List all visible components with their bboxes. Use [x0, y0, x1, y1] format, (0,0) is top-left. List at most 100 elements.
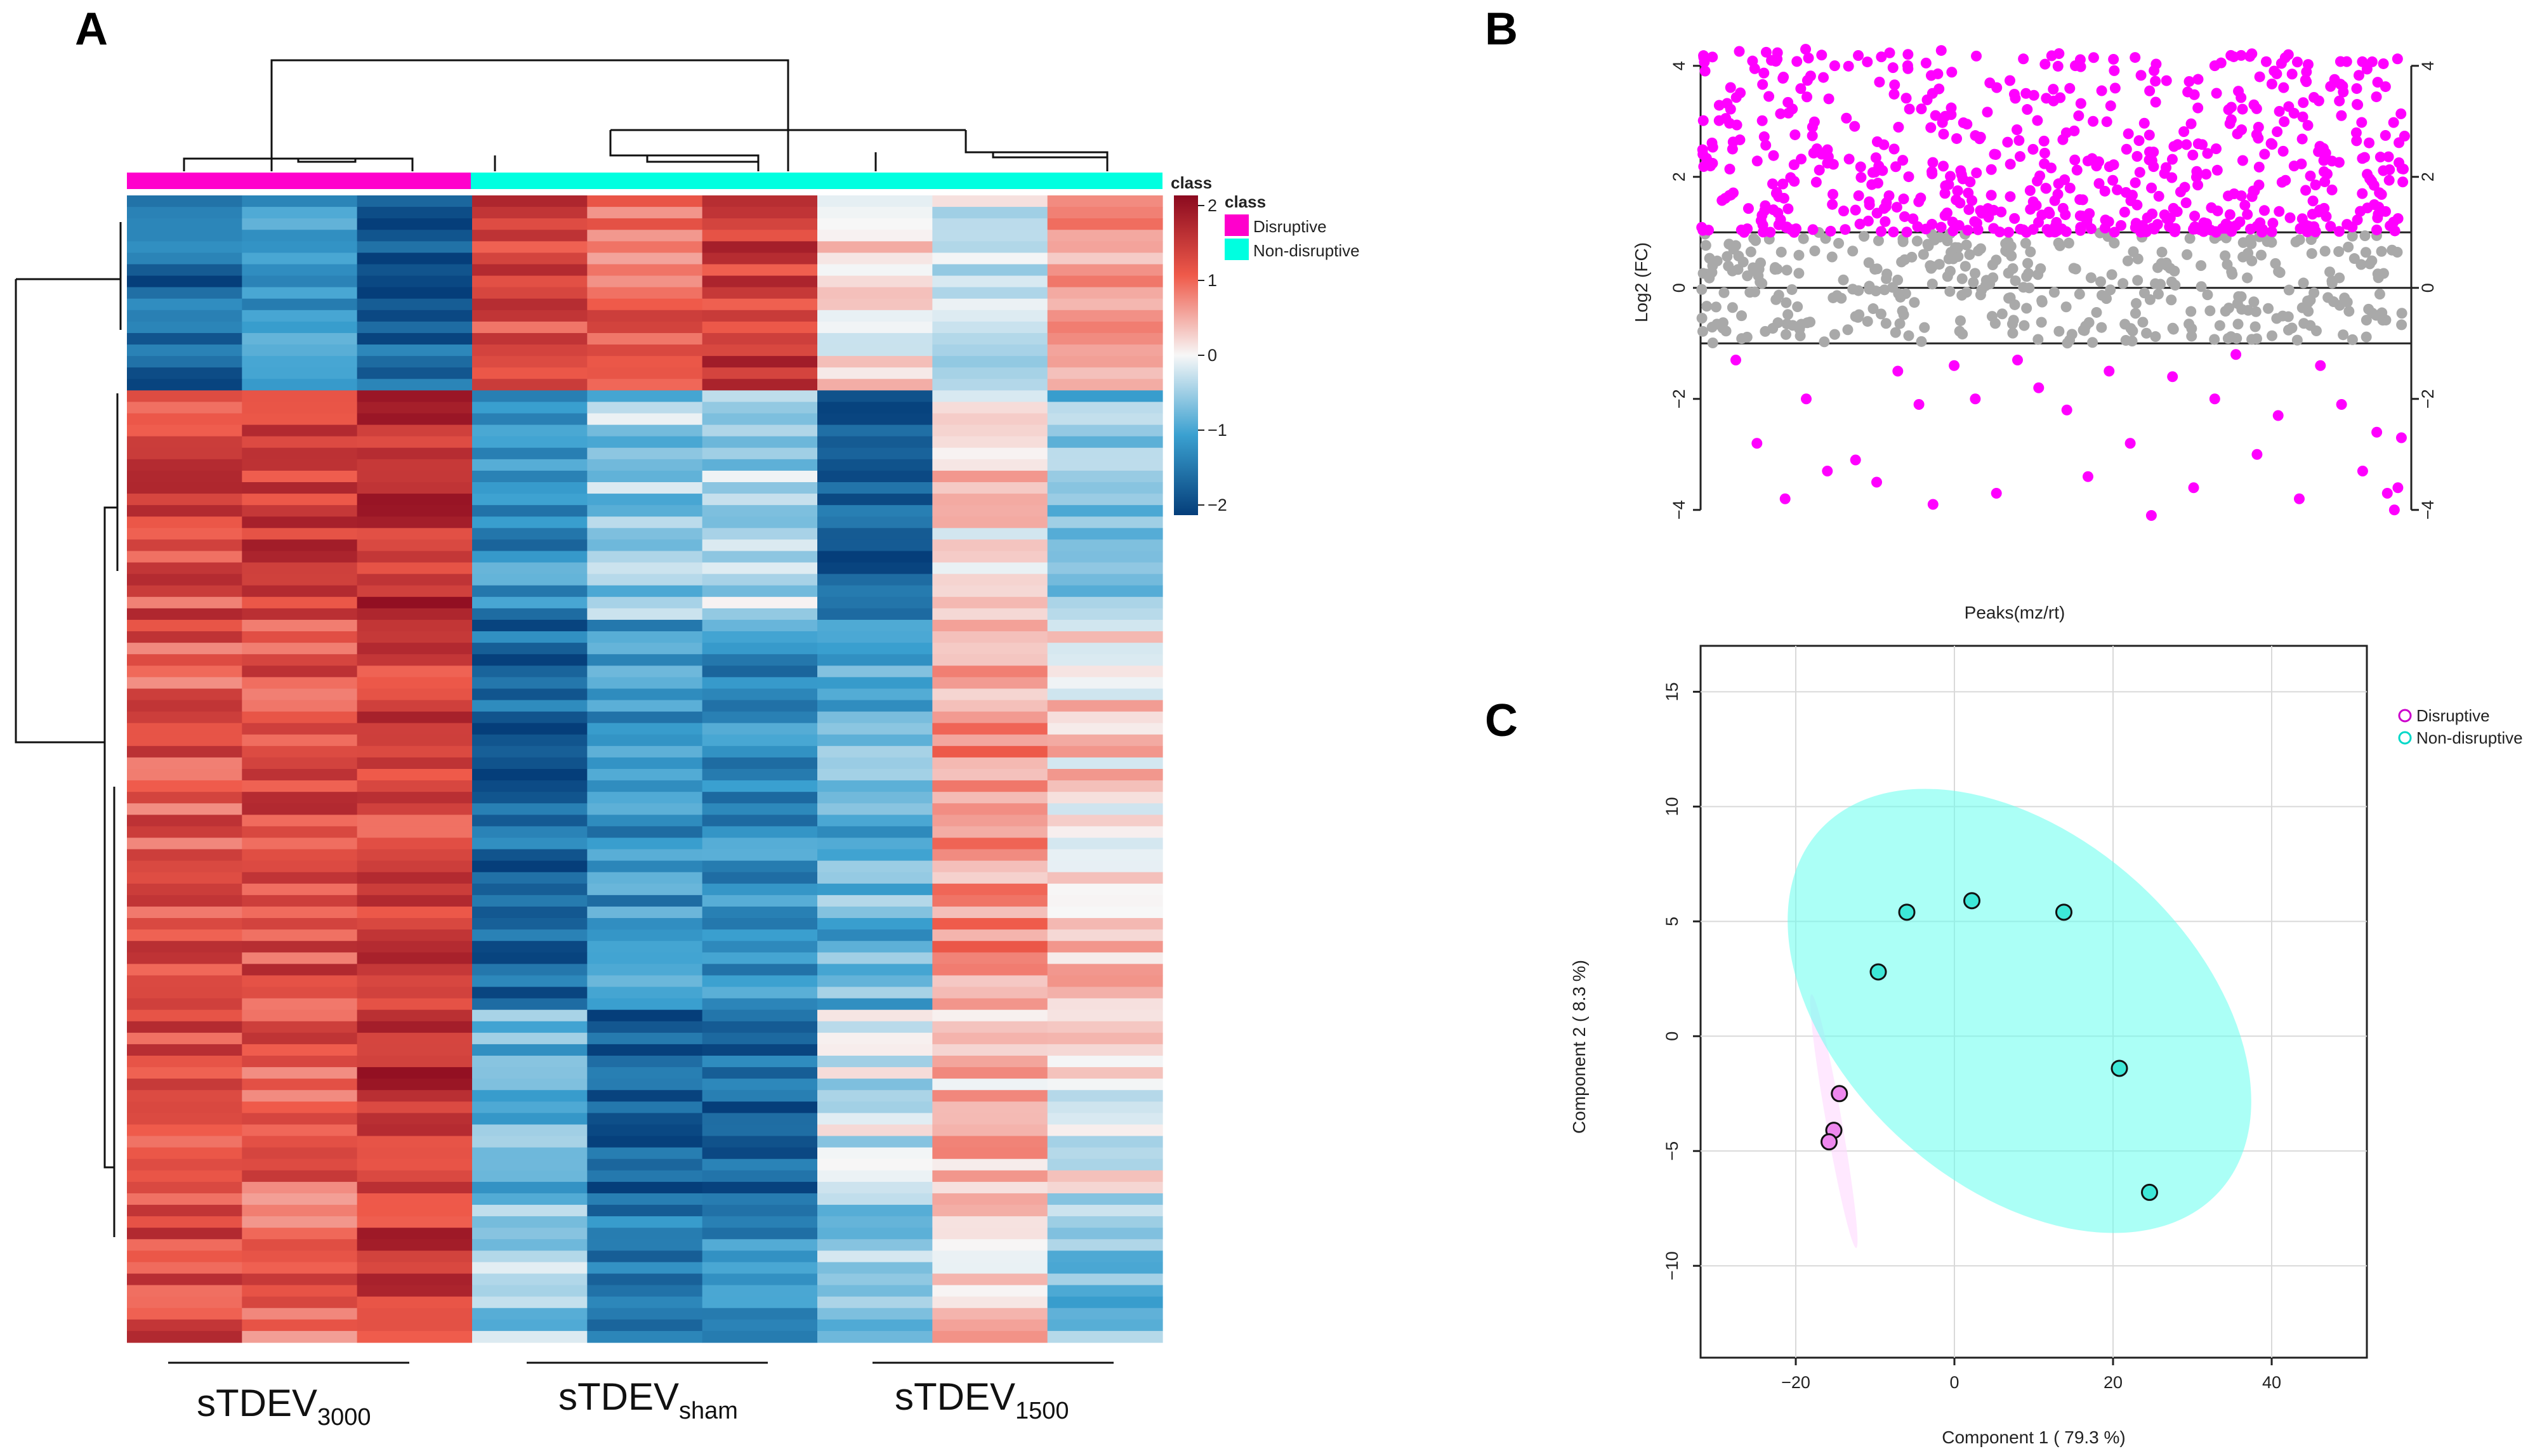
fc-point-up [2120, 187, 2131, 198]
heatmap-cell [702, 745, 818, 758]
fc-point-nonsignificant [2184, 233, 2196, 244]
fc-point-up [1962, 225, 1973, 236]
fc-point-nonsignificant [1798, 233, 1809, 244]
fc-point-nonsignificant [2196, 281, 2207, 292]
heatmap-cell [1047, 1285, 1163, 1297]
heatmap-cell [127, 1170, 242, 1183]
heatmap-cell [242, 551, 358, 563]
fc-point-up [2183, 75, 2195, 87]
heatmap-cell [702, 1044, 818, 1056]
heatmap-cell [357, 677, 473, 690]
heatmap-cell [702, 906, 818, 919]
heatmap-cell [932, 1067, 1048, 1079]
heatmap-cell [702, 929, 818, 941]
fc-point-up [1971, 167, 1982, 178]
heatmap-cell [932, 332, 1048, 345]
fc-point-nonsignificant [1881, 273, 1892, 284]
heatmap-cell [127, 596, 242, 609]
fc-point-up [2300, 74, 2311, 86]
heatmap-cell [587, 195, 703, 207]
column-dendrogram [183, 59, 1109, 171]
heatmap-cell [242, 1147, 358, 1160]
fc-point-up [2142, 212, 2153, 223]
fc-point-nonsignificant [2343, 241, 2354, 253]
fc-left-tick-label: 2 [1669, 172, 1689, 181]
heatmap-cell [127, 298, 242, 311]
fc-left-tick-label: 4 [1669, 61, 1689, 70]
heatmap-cell [357, 643, 473, 655]
heatmap-cell [587, 436, 703, 449]
heatmap-cell [1047, 964, 1163, 976]
fc-point-nonsignificant [2359, 230, 2371, 242]
heatmap-cell [1047, 688, 1163, 701]
fc-point-nonsignificant [1727, 302, 1738, 313]
fc-point-up [1990, 149, 2001, 161]
fc-point-nonsignificant [2085, 272, 2097, 284]
heatmap-cell [817, 643, 933, 655]
heatmap-cell [932, 895, 1048, 907]
heatmap-cell [817, 964, 933, 976]
heatmap-cell [817, 344, 933, 357]
fc-point-down [1970, 393, 1981, 405]
fc-point-nonsignificant [2347, 230, 2358, 242]
pca-x-tick-label: 0 [1949, 1373, 1959, 1392]
heatmap-cell [357, 1262, 473, 1275]
heatmap-cell [1047, 757, 1163, 770]
heatmap-cell [932, 413, 1048, 426]
heatmap-cell [242, 711, 358, 724]
fc-point-up [2044, 208, 2055, 220]
heatmap-cell [702, 837, 818, 850]
fc-point-up [1803, 52, 1814, 63]
heatmap-cell [587, 264, 703, 277]
fc-point-up [2242, 209, 2253, 220]
heatmap-cell [817, 424, 933, 437]
fc-point-up [1727, 136, 1739, 148]
heatmap-cell [932, 218, 1048, 230]
fc-point-up [1926, 168, 1938, 180]
fc-point-up [1810, 176, 1822, 188]
fc-point-up [2150, 96, 2161, 108]
color-scale-tick-label: 0 [1208, 346, 1217, 365]
fc-point-nonsignificant [1959, 261, 1971, 272]
heatmap-cell [1047, 1056, 1163, 1068]
heatmap-cell [1047, 321, 1163, 334]
fc-point-nonsignificant [1737, 256, 1749, 268]
heatmap-cell [357, 1101, 473, 1113]
heatmap-cell [472, 574, 588, 586]
heatmap-cell [817, 677, 933, 690]
fc-point-up [2380, 129, 2391, 141]
heatmap-cell [587, 1285, 703, 1297]
fc-point-nonsignificant [2018, 282, 2029, 293]
heatmap-cell [472, 310, 588, 322]
fc-point-nonsignificant [1944, 285, 1956, 297]
heatmap-cell [127, 574, 242, 586]
heatmap-cell [357, 780, 473, 792]
fc-point-nonsignificant [2196, 260, 2207, 272]
heatmap-cell [932, 918, 1048, 930]
heatmap-cell [1047, 1205, 1163, 1217]
fc-point-nonsignificant [2095, 276, 2106, 287]
heatmap-cell [127, 734, 242, 747]
heatmap-cell [127, 195, 242, 207]
pca-ellipse-nondisruptive [1788, 789, 2251, 1233]
heatmap-cell [702, 287, 818, 299]
fc-point-up [1760, 46, 1772, 58]
heatmap-cell [242, 1308, 358, 1320]
fc-point-nonsignificant [2022, 258, 2034, 269]
fc-point-nonsignificant [1792, 301, 1803, 312]
fc-point-up [1853, 49, 1864, 61]
heatmap-cell [242, 505, 358, 517]
heatmap-cell [1047, 1032, 1163, 1045]
heatmap-cell [127, 745, 242, 758]
heatmap-cell [1047, 287, 1163, 299]
fc-point-nonsignificant [2152, 289, 2164, 300]
fc-point-nonsignificant [1954, 315, 1966, 327]
fc-point-nonsignificant [2053, 325, 2065, 337]
fc-point-up [2337, 81, 2348, 92]
heatmap-cell [357, 700, 473, 712]
pca-plot-frame [1699, 645, 2368, 1359]
row-dendrogram-lines [15, 222, 122, 1237]
fc-point-nonsignificant [2220, 250, 2231, 261]
heatmap-cell [1047, 379, 1163, 391]
fc-point-nonsignificant [1873, 235, 1884, 246]
